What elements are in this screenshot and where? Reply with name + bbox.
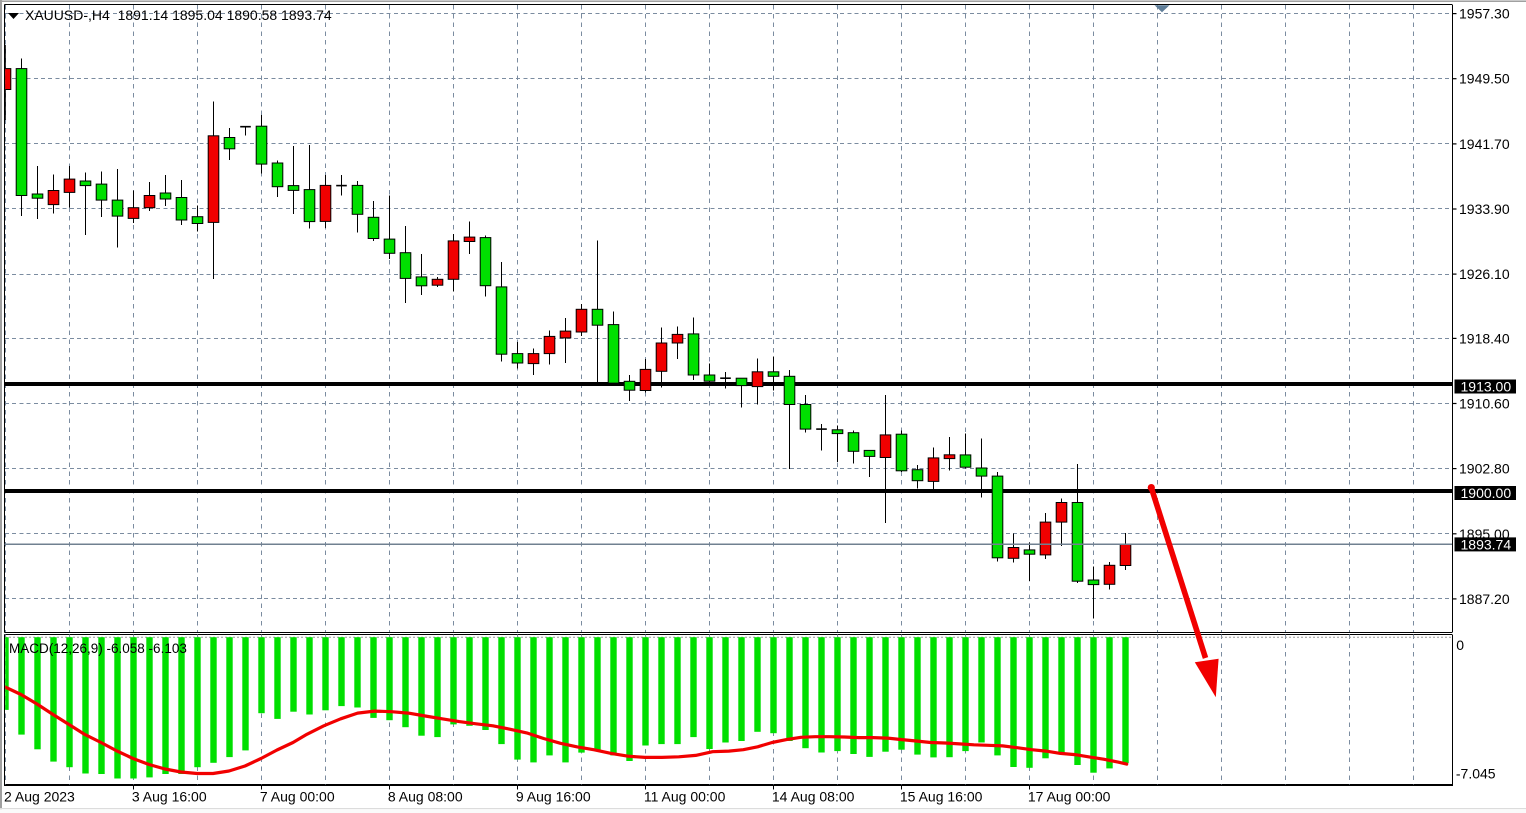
svg-text:9 Aug 16:00: 9 Aug 16:00: [516, 788, 591, 804]
svg-text:2 Aug 2023: 2 Aug 2023: [4, 788, 75, 804]
svg-text:1957.30: 1957.30: [1459, 6, 1510, 22]
svg-text:15 Aug 16:00: 15 Aug 16:00: [900, 788, 983, 804]
svg-text:1887.20: 1887.20: [1459, 591, 1510, 607]
svg-text:1910.60: 1910.60: [1459, 396, 1510, 412]
svg-text:1913.00: 1913.00: [1461, 379, 1512, 395]
svg-text:3 Aug 16:00: 3 Aug 16:00: [132, 788, 207, 804]
svg-text:1949.50: 1949.50: [1459, 71, 1510, 87]
svg-text:1941.70: 1941.70: [1459, 136, 1510, 152]
svg-text:17 Aug 00:00: 17 Aug 00:00: [1028, 788, 1111, 804]
svg-text:8 Aug 08:00: 8 Aug 08:00: [388, 788, 463, 804]
svg-text:1900.00: 1900.00: [1461, 485, 1512, 501]
svg-text:0: 0: [1456, 637, 1464, 653]
svg-text:MACD(12,26,9) -6.058 -6.103: MACD(12,26,9) -6.058 -6.103: [9, 641, 187, 656]
svg-text:-7.045: -7.045: [1456, 765, 1496, 781]
svg-text:1926.10: 1926.10: [1459, 266, 1510, 282]
svg-text:14 Aug 08:00: 14 Aug 08:00: [772, 788, 855, 804]
svg-text:XAUUSD-,H4 1891.14 1895.04 18: XAUUSD-,H4 1891.14 1895.04 1890.58 1893.…: [25, 7, 332, 23]
svg-text:1893.74: 1893.74: [1461, 536, 1512, 552]
svg-text:1902.80: 1902.80: [1459, 461, 1510, 477]
svg-text:1933.90: 1933.90: [1459, 201, 1510, 217]
svg-text:1918.40: 1918.40: [1459, 330, 1510, 346]
svg-text:7 Aug 00:00: 7 Aug 00:00: [260, 788, 335, 804]
svg-text:11 Aug 00:00: 11 Aug 00:00: [644, 788, 726, 804]
